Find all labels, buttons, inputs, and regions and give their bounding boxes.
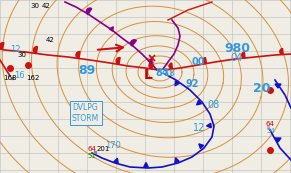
Text: 64: 64 — [87, 146, 96, 152]
Polygon shape — [199, 144, 204, 149]
Text: 18: 18 — [164, 69, 175, 78]
Text: 20: 20 — [253, 81, 271, 94]
Text: 12: 12 — [193, 123, 205, 133]
Text: 201: 201 — [97, 146, 110, 152]
Polygon shape — [148, 59, 152, 63]
Polygon shape — [144, 162, 148, 167]
Polygon shape — [275, 138, 281, 142]
Polygon shape — [33, 47, 38, 53]
Text: 00: 00 — [191, 57, 205, 67]
Polygon shape — [280, 48, 283, 54]
Polygon shape — [131, 40, 136, 46]
Polygon shape — [275, 84, 281, 88]
Polygon shape — [116, 58, 120, 65]
Polygon shape — [196, 100, 201, 105]
Text: 92: 92 — [186, 79, 200, 89]
Polygon shape — [114, 158, 118, 163]
Text: 16: 16 — [14, 71, 25, 80]
Text: 12: 12 — [10, 45, 20, 54]
Text: 30: 30 — [30, 3, 39, 9]
Polygon shape — [169, 63, 173, 69]
Text: 42: 42 — [42, 3, 51, 9]
Text: 162: 162 — [26, 75, 39, 81]
Text: 04: 04 — [230, 53, 242, 63]
Text: DVLPG
STORM: DVLPG STORM — [72, 103, 99, 123]
Polygon shape — [76, 52, 80, 58]
Polygon shape — [203, 58, 207, 63]
Text: 54: 54 — [266, 128, 275, 134]
Text: 980: 980 — [224, 42, 250, 54]
Text: 64: 64 — [266, 121, 275, 127]
Text: 51: 51 — [87, 153, 96, 159]
Polygon shape — [86, 8, 92, 15]
Polygon shape — [242, 52, 245, 58]
Text: 30: 30 — [17, 52, 26, 58]
Text: 42: 42 — [46, 37, 55, 43]
Polygon shape — [149, 62, 153, 69]
Text: 08: 08 — [207, 100, 219, 110]
Polygon shape — [175, 158, 179, 163]
Polygon shape — [109, 27, 113, 31]
Polygon shape — [175, 81, 179, 86]
Text: 168: 168 — [3, 75, 17, 81]
Text: 84: 84 — [155, 68, 168, 78]
Polygon shape — [207, 123, 211, 128]
Text: L: L — [144, 68, 153, 82]
Text: 170: 170 — [105, 140, 121, 149]
Text: 89: 89 — [78, 63, 95, 76]
Polygon shape — [0, 43, 4, 49]
